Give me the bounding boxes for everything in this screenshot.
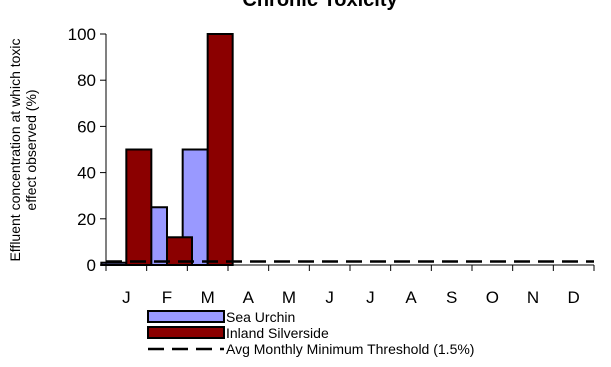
x-tick-label-6: J (366, 288, 375, 307)
y-tick-label-0: 0 (87, 256, 96, 275)
chart-title: Chronic Toxicity (242, 0, 398, 11)
legend-label-inland-silverside: Inland Silverside (226, 325, 329, 341)
legend-swatch-sea-urchin (147, 310, 225, 323)
y-axis-label-line-1: Effluent concentration at which toxic (7, 38, 23, 261)
bar-inland-silverside-0 (125, 148, 153, 266)
y-axis-label-line-2: effect observed (%) (23, 89, 39, 210)
x-tick-label-11: D (568, 288, 580, 307)
y-tick-label-100: 100 (68, 25, 96, 44)
x-tick-label-1: F (162, 288, 172, 307)
ticks-layer: 0 20 40 60 80 100 J F M A M J J A S O N D (68, 25, 595, 307)
legend-swatch-inland-silverside (147, 326, 225, 339)
y-tick-label-80: 80 (77, 71, 96, 90)
legend-label-sea-urchin: Sea Urchin (226, 309, 295, 325)
bars-layer (100, 33, 234, 267)
x-tick-label-3: A (243, 288, 255, 307)
y-axis-label: Effluent concentration at which toxic ef… (7, 38, 39, 261)
y-tick-label-60: 60 (77, 117, 96, 136)
x-tick-label-8: S (446, 288, 457, 307)
x-tick-label-5: J (325, 288, 334, 307)
x-tick-label-9: O (486, 288, 499, 307)
axes-layer (105, 34, 594, 266)
y-tick-label-40: 40 (77, 164, 96, 183)
x-tick-label-0: J (122, 288, 131, 307)
y-tick-label-20: 20 (77, 210, 96, 229)
x-tick-label-2: M (201, 288, 215, 307)
bar-inland-silverside-2 (206, 33, 234, 266)
x-tick-label-10: N (527, 288, 539, 307)
legend-label-threshold: Avg Monthly Minimum Threshold (1.5%) (226, 341, 474, 357)
x-tick-label-4: M (282, 288, 296, 307)
x-tick-label-7: A (405, 288, 417, 307)
